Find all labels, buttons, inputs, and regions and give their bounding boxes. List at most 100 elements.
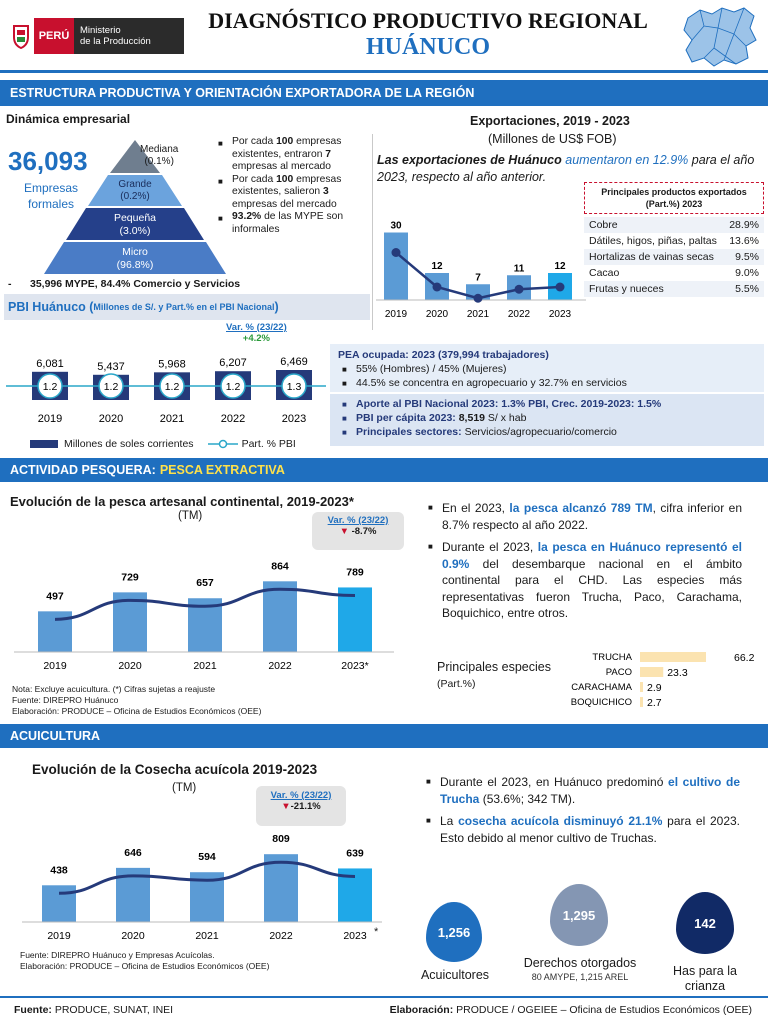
logo-ministry-line2: de la Producción [80,36,151,47]
footer-elaboracion: Elaboración: PRODUCE / OGEIEE – Oficina … [389,1004,752,1016]
species-bar [640,697,643,707]
pesca-x-label: 2021 [193,660,217,672]
pesca-bar [338,587,372,652]
pyramid-grande-name: Grande [118,179,152,190]
pesca-x-label: 2023* [341,660,368,672]
pbi-title-bar: PBI Huánuco (Millones de S/. y Part.% en… [4,294,370,320]
species-label: CARACHAMA [571,682,632,693]
coat-of-arms-icon [8,18,34,54]
pyramid-mediana-name: Mediana [140,144,179,155]
exports-trend-point [473,293,483,303]
bullet-informal: 93.2% de las MYPE son informales [218,211,366,236]
section-band-structure-text: ESTRUCTURA PRODUCTIVA Y ORIENTACIÓN EXPO… [10,86,475,100]
empresarial-bullets: Por cada 100 empresas existentes, entrar… [218,136,366,236]
pbi-x-label: 2020 [99,413,123,425]
kpi-derechos-value: 1,295 [562,907,596,923]
empresarial-heading: Dinámica empresarial [6,112,131,126]
pbi-part-point [281,373,307,399]
exports-trend-point [391,248,401,257]
footer-fuente: Fuente: PRODUCE, SUNAT, INEI [14,1004,174,1016]
exports-subtitle: (Millones de US$ FOB) [488,132,617,146]
cosecha-value-label: 639 [346,847,364,859]
pesca-trend-line [54,587,356,621]
pea-heading: PEA ocupada: 2023 (379,994 trabajadores) [338,349,549,361]
pbi-x-label: 2019 [38,413,62,425]
pyramid-pequena-pct: (3.0%) [119,225,151,237]
pesca-var-label: Var. % (23/22) [327,515,389,526]
exports-x-label: 2023 [549,309,572,320]
pbi-part-label: 1.2 [104,381,119,393]
pesca-value-label: 657 [196,577,214,589]
cosecha-note-2: Elaboración: PRODUCE – Oficina de Estudi… [20,961,270,971]
bullet-exited: Por cada 100 empresas existentes, salier… [218,174,366,212]
pesca-bar [263,581,297,652]
kpi-derechos-sub: 80 AMYPE, 1,215 AREL [531,972,629,982]
pesca-note-3: Elaboración: PRODUCE – Oficina de Estudi… [12,706,262,716]
pyramid-micro-pct: (96.8%) [116,259,154,271]
cosecha-chart-title: Evolución de la Cosecha acuícola 2019-20… [32,762,318,777]
cosecha-x-label: 2019 [47,930,71,942]
pyramid-grande [88,175,182,206]
down-triangle-icon: ▼ [339,526,352,537]
cosecha-value-label: 809 [272,833,290,845]
product-row: Cobre 28.9% [584,217,764,233]
exports-products-table: Principales productos exportados (Part.%… [584,182,764,297]
species-value: 2.7 [647,697,662,709]
exports-value-label: 30 [390,221,402,232]
pbi-legend: Millones de soles corrientes Part. % PBI [30,438,296,450]
cosecha-note-1: Fuente: DIREPRO Huánuco y Empresas Acuíc… [20,950,215,960]
species-label: TRUCHA [592,652,632,663]
logo-ministry-line1: Ministerio [80,25,121,36]
cosecha-value-label: 438 [50,864,68,876]
species-value: 2.9 [647,682,662,694]
pesca-note-1: Nota: Excluye acuicultura. (*) Cifras su… [12,684,216,694]
product-row: Hortalizas de vainas secas 9.5% [584,249,764,265]
pyramid-mediana-pct: (0.1%) [144,156,174,167]
pbi-part-label: 1.2 [165,381,180,393]
acui-bullet-2: La cosecha acuícola disminuyó 21.1% para… [426,813,740,846]
pea-bullet-aporte: Aporte al PBI Nacional 2023: 1.3% PBI, C… [342,397,760,412]
acuicultura-bullets: Durante el 2023, en Huánuco predominó el… [426,774,740,846]
cosecha-x-label: 2023 [343,930,367,942]
cosecha-var-label: Var. % (23/22) [270,790,332,801]
region-title: HUÁNUCO [366,34,490,60]
empresas-total: 36,093 [8,146,88,176]
kpi-acuicultores-value: 1,256 [437,924,471,940]
pyramid-micro [44,242,226,274]
pbi-legend-bar: Millones de soles corrientes [64,438,194,450]
species-title: Principales especies [437,660,551,674]
pesca-bullets: En el 2023, la pesca alcanzó 789 TM, cif… [428,500,742,622]
exports-value-label: 7 [475,272,481,283]
pbi-value-label: 5,968 [158,358,186,370]
product-row: Frutas y nueces 5.5% [584,281,764,297]
section-band-acuicultura: ACUICULTURA [0,724,768,748]
species-chart: TRUCHA 66.2 PACO 23.3 CARACHAMA 2.9 BOQUICHICO… [571,652,755,709]
exports-trend-point [514,284,524,294]
kpi-has-label: Has para la crianza [673,964,737,993]
product-row: Cacao 9.0% [589,267,759,279]
pesca-note-2: Fuente: DIREPRO Huánuco [12,695,119,705]
cosecha-x-label: 2022 [269,930,293,942]
pesca-value-label: 729 [121,571,139,583]
cosecha-bar [264,854,298,922]
pbi-part-point [37,373,63,399]
pesca-value-label: 789 [346,566,364,578]
pesca-x-label: 2020 [118,660,142,672]
pesca-x-label: 2022 [268,660,292,672]
species-bar [640,652,706,662]
cosecha-value-label: 594 [198,851,216,863]
pesca-chart-unit: (TM) [178,510,203,522]
pesca-value-label: 497 [46,590,64,602]
kpi-has-badge: 142 [676,892,734,954]
species-bar [640,667,664,677]
pesca-bullet-2: Durante el 2023, la pesca en Huánuco rep… [428,539,742,622]
pbi-var-label: Var. % (23/22) [226,322,287,333]
cosecha-chart: 438 646 594 809 639 2019 2020 2021 2022 2023 [22,833,382,942]
exports-trend-point [555,282,565,292]
exports-x-label: 2020 [426,309,449,320]
exports-trend-point [432,282,442,292]
kpi-has-value: 142 [694,915,716,931]
exports-value-label: 12 [554,261,566,272]
pbi-part-point [220,373,246,399]
pesca-bullet-1: En el 2023, la pesca alcanzó 789 TM, cif… [428,500,742,533]
